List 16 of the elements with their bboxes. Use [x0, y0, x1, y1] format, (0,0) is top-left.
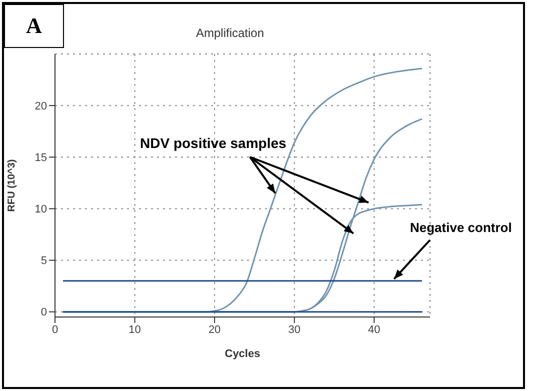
x-tick-label: 20	[208, 324, 221, 336]
y-tick-label: 10	[34, 204, 47, 216]
x-tick-label: 10	[128, 324, 141, 336]
x-tick-label: 40	[368, 324, 380, 336]
x-axis-title: Cycles	[224, 348, 260, 360]
y-axis-title: RFU (10^3)	[6, 159, 18, 212]
y-tick-label: 5	[40, 255, 47, 268]
y-tick-label: 15	[34, 152, 47, 164]
y-tick-label: 0	[40, 306, 47, 319]
chart-title: Amplification	[194, 26, 266, 40]
annotation: NDV positive samples	[140, 135, 286, 151]
x-tick-label: 30	[288, 324, 300, 336]
y-tick-label: 20	[34, 100, 47, 112]
annotation: Negative control	[410, 220, 512, 235]
text: A	[4, 4, 64, 48]
x-tick-label: 0	[52, 324, 58, 336]
